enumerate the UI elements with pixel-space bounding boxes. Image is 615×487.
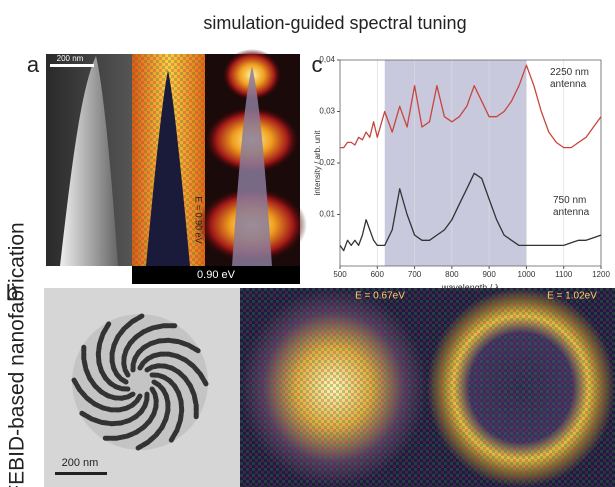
y-tick-label: 0,01 [319,210,335,219]
title: simulation-guided spectral tuning [203,13,466,33]
eels-noise [427,288,615,487]
y-tick-label: 0,03 [319,107,335,116]
x-axis-label: wavelength / λ [441,282,500,292]
series-label: 2250 nm antenna [550,67,602,91]
energy-label: 0.90 eV [197,269,236,281]
panel-label: a [27,52,40,77]
scale-label: 200 nm [57,54,84,63]
y-axis-label: intensity / arb. unit [313,130,322,196]
x-tick-label: 700 [408,270,422,279]
energy-label: E = 0.67eV [355,291,405,302]
x-tick-label: 800 [445,270,459,279]
scale-label: 200 nm [62,457,99,469]
x-tick-label: 1200 [592,270,610,279]
eels-noise [240,288,427,487]
x-tick-label: 600 [371,270,385,279]
energy-label: E = 1.02eV [547,291,597,302]
series-label: 750 nm antenna [553,195,605,219]
panel-label: b [6,280,18,305]
x-tick-label: 1000 [518,270,536,279]
side-label: FEBID-based nanofabrication [6,222,29,487]
x-tick-label: 1100 [555,270,573,279]
scale-bar [50,64,94,67]
x-tick-label: 500 [333,270,347,279]
y-tick-label: 0,04 [319,55,335,64]
figure-svg: simulation-guided spectral tuning FEBID-… [0,0,615,487]
scale-bar [55,472,107,475]
x-tick-label: 900 [482,270,496,279]
figure: simulation-guided spectral tuning FEBID-… [0,0,615,487]
